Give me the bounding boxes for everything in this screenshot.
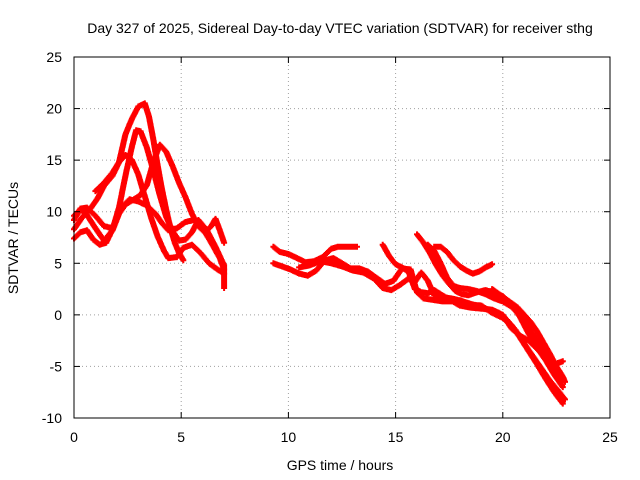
- chart-title: Day 327 of 2025, Sidereal Day-to-day VTE…: [87, 20, 593, 36]
- data-marker-trace: [489, 286, 568, 385]
- x-tick-label: 20: [495, 429, 511, 445]
- data-marker-trace: [92, 100, 187, 264]
- axis-ticks: 0 5 10 15 20 25 -10 -5 0 5 10 15 20 25: [42, 49, 618, 445]
- y-tick-label: 10: [46, 204, 62, 220]
- plot-frame: [73, 56, 611, 419]
- y-tick-label: 25: [46, 49, 62, 65]
- y-tick-label: 0: [54, 307, 62, 323]
- x-tick-label: 5: [177, 429, 185, 445]
- data-marker-trace: [431, 243, 496, 277]
- y-tick-label: -10: [42, 410, 62, 426]
- series-track-13: [489, 286, 568, 385]
- x-tick-label: 0: [70, 429, 78, 445]
- y-axis-label: SDTVAR / TECUs: [5, 182, 21, 294]
- y-tick-label: -5: [50, 358, 63, 374]
- data-points: [71, 100, 568, 407]
- x-tick-label: 25: [602, 429, 618, 445]
- x-axis-label: GPS time / hours: [287, 457, 394, 473]
- y-tick-label: 20: [46, 101, 62, 117]
- series-track-12: [431, 243, 496, 277]
- y-tick-label: 5: [54, 255, 62, 271]
- series-track-5: [92, 100, 187, 264]
- x-tick-label: 15: [388, 429, 404, 445]
- series-track-11: [424, 241, 566, 383]
- x-tick-label: 10: [281, 429, 297, 445]
- data-marker-trace: [424, 241, 566, 383]
- y-tick-label: 15: [46, 152, 62, 168]
